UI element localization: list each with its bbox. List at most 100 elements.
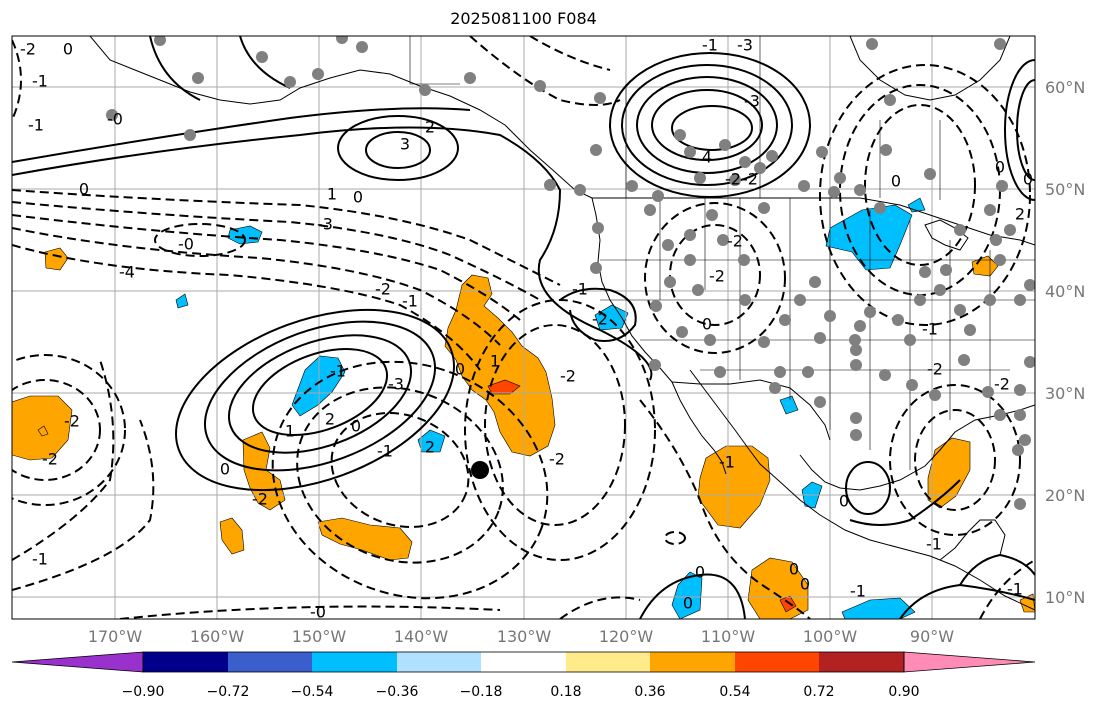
contour-label: 0 <box>995 158 1005 177</box>
station-dot <box>794 294 806 306</box>
contour-label: -0 <box>178 235 194 254</box>
shade-south-blue-2 <box>841 597 916 619</box>
map-frame <box>11 35 1036 620</box>
station-dot <box>717 234 729 246</box>
contour-label: -4 <box>119 263 135 282</box>
contour-label: -2 <box>20 40 36 59</box>
shade-canada-blue <box>907 197 926 213</box>
station-dot <box>652 190 664 202</box>
contour-label: 0 <box>891 172 901 191</box>
contour-label: -2 <box>742 170 758 189</box>
station-dot <box>984 204 996 216</box>
contour-neg-us-1 <box>669 224 761 326</box>
contour-neg-small-dash <box>664 531 686 545</box>
contour-label: 0 <box>695 563 705 582</box>
station-dot <box>854 184 866 196</box>
storm-position-marker <box>471 461 489 479</box>
contour-east-low <box>1004 59 1035 201</box>
lat-label-30n: 30°N <box>1045 384 1086 403</box>
station-dot <box>694 172 706 184</box>
station-dot <box>719 139 731 151</box>
station-dot <box>879 369 891 381</box>
station-dot <box>849 334 861 346</box>
contour-label: -1 <box>402 292 418 311</box>
shade-pac-orange-column <box>444 274 556 457</box>
contour-neg-south-2 <box>12 419 155 591</box>
contour-neg-band-1 <box>12 189 561 286</box>
contour-label: -2 <box>709 267 725 286</box>
station-dot <box>590 262 602 274</box>
contour-nepac-high-5 <box>671 105 753 151</box>
station-dot <box>982 386 994 398</box>
shade-sw-orange-2 <box>219 517 245 555</box>
station-dot <box>934 284 946 296</box>
station-dot <box>940 264 952 276</box>
contour-pacific-low-1 <box>251 348 389 436</box>
lat-label-40n: 40°N <box>1045 282 1086 301</box>
contour-neg-gulf-2 <box>889 384 1021 536</box>
contour-label: -2 <box>727 232 743 251</box>
station-dot <box>739 294 751 306</box>
contour-label: -1 <box>377 442 393 461</box>
lat-label-20n: 20°N <box>1045 486 1086 505</box>
station-dot <box>544 179 556 191</box>
contour-north-band-1 <box>12 126 653 381</box>
contour-nepac-high-4 <box>609 52 811 198</box>
colorbar-tick-label: −0.54 <box>290 684 334 700</box>
shade-south-blue-1 <box>671 571 703 619</box>
station-dot <box>592 222 604 234</box>
station-dot <box>814 396 826 408</box>
contour-label: 1 <box>327 185 337 204</box>
contour-label: 0 <box>800 575 810 594</box>
contour-label: -0 <box>310 603 326 622</box>
contour-neg-east-pac-2 <box>464 299 656 561</box>
station-dot <box>1012 444 1024 456</box>
station-dot <box>336 36 348 44</box>
shade-gulf-orange <box>927 437 971 509</box>
map-title: 2025081100 F084 <box>450 9 597 28</box>
contour-neg-west-low <box>154 223 246 257</box>
contour-label: 0 <box>351 417 361 436</box>
station-dot <box>994 254 1006 266</box>
contour-gulf-alaska-1 <box>365 131 431 169</box>
contour-label: -2 <box>64 412 80 431</box>
station-dot <box>919 266 931 278</box>
station-dot <box>816 146 828 158</box>
positive-contours <box>12 36 1035 619</box>
contour-bc-high <box>559 287 637 342</box>
colorbar-segment <box>819 652 904 672</box>
colorbar-extend-min <box>11 651 144 673</box>
contour-neg-band-3 <box>12 214 521 321</box>
contour-neg-north-1 <box>12 39 22 121</box>
contour-label: 0 <box>683 594 693 613</box>
colorbar-segment <box>312 652 397 672</box>
mexico-west-coast <box>689 369 1035 611</box>
station-dot <box>644 204 656 216</box>
lon-label-160w: 160°W <box>189 627 245 646</box>
contour-gulf-alaska-2 <box>337 115 459 181</box>
baja-coast <box>671 381 727 475</box>
station-dot <box>312 68 324 80</box>
station-dot <box>574 184 586 196</box>
station-dot <box>1019 434 1031 446</box>
station-dot <box>729 174 741 186</box>
station-dot <box>284 76 296 88</box>
lat-label-50n: 50°N <box>1045 180 1086 199</box>
colorbar-segment <box>650 652 735 672</box>
contour-se-extra <box>959 553 1035 586</box>
alaska-coast <box>89 36 593 199</box>
contour-label: 0 <box>63 40 73 59</box>
contour-label: -1 <box>1007 580 1023 599</box>
contour-gulf-high <box>845 461 891 515</box>
station-dot <box>798 180 810 192</box>
contour-neg-south-1 <box>12 359 115 561</box>
colorbar-segment <box>397 652 481 672</box>
station-dot <box>774 366 786 378</box>
contour-label: -1 <box>28 116 44 135</box>
station-dot <box>626 180 638 192</box>
station-dot <box>664 276 676 288</box>
station-dot <box>649 359 661 371</box>
contour-label: 2 <box>1015 205 1025 224</box>
station-dot <box>884 94 896 106</box>
contour-labels: -2 0-1-10-0-1 -323-34-2 -201-0-4-3-2-1-2-20… <box>20 36 1033 622</box>
